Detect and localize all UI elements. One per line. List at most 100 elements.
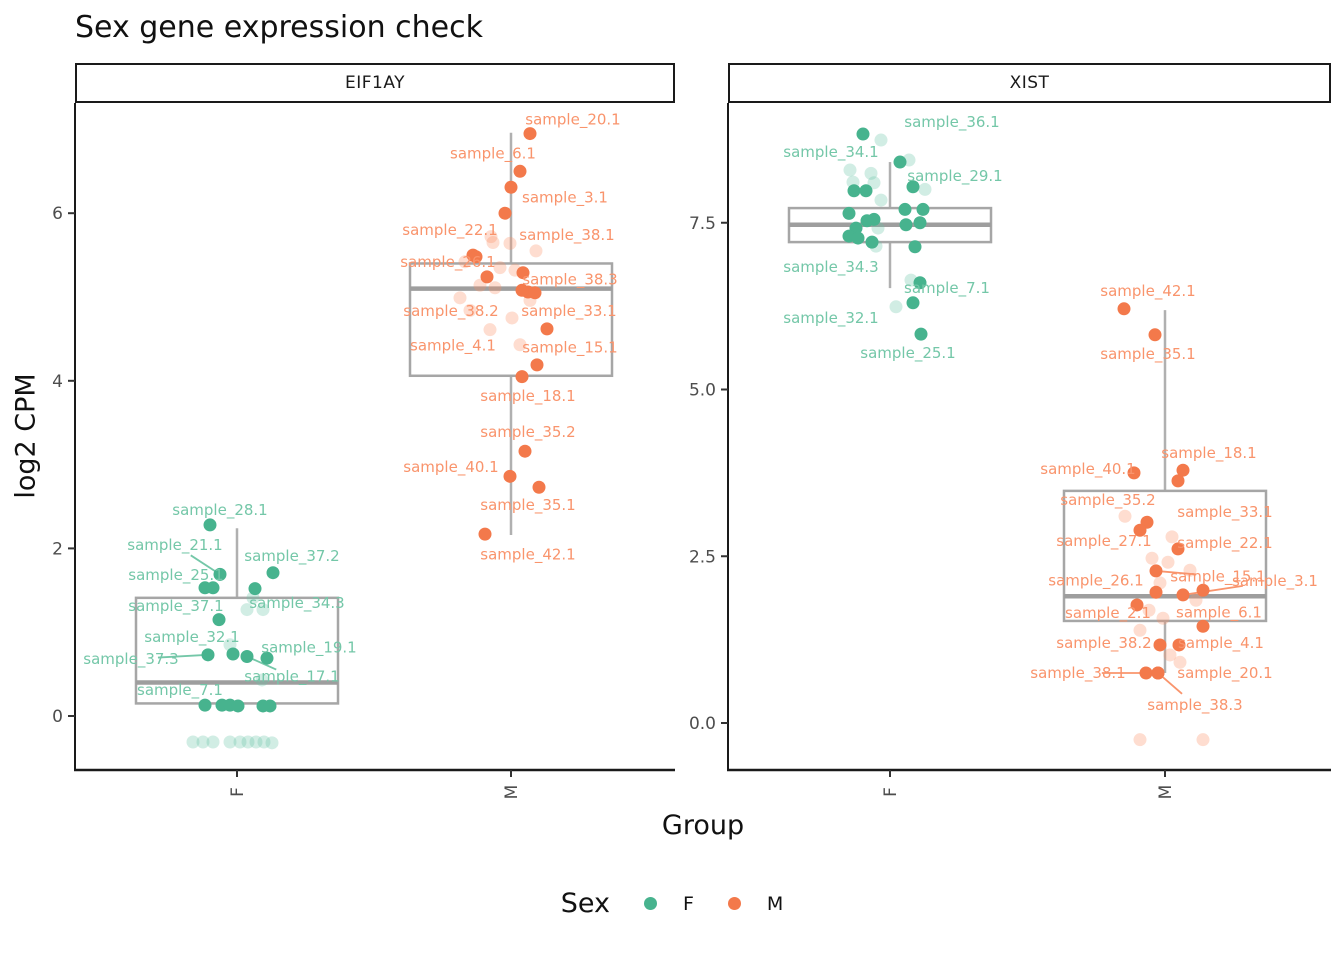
box [1062,489,1268,623]
sample-label: sample_4.1 [410,337,496,356]
data-point-faint [186,735,200,749]
data-point [513,164,527,178]
sample-label: sample_25.1 [860,344,955,363]
data-point-faint [1133,733,1147,747]
data-point [203,518,217,532]
data-point-faint [484,230,498,244]
sample-label: sample_18.1 [480,387,575,406]
y-tick-label: 7.5 [689,214,716,234]
data-point-faint [240,603,254,617]
sample-label: sample_29.1 [907,167,1002,186]
data-point [913,276,927,290]
sample-label: sample_36.1 [904,113,999,132]
data-point-faint [493,261,507,275]
label-segment [157,653,209,659]
data-point [528,286,542,300]
data-point [913,216,927,230]
sample-label: sample_37.1 [128,597,223,616]
sample-label: sample_15.1 [1170,567,1265,586]
sample-label: sample_7.1 [904,279,990,298]
data-point [1130,598,1144,612]
sample-label: sample_3.1 [1232,572,1318,591]
sample-label: sample_40.1 [403,458,498,477]
y-tick-label: 2.5 [689,547,716,567]
data-point [226,647,240,661]
sample-label: sample_20.1 [525,110,620,129]
x-tick-label: F [881,787,901,797]
sample-label: sample_26.1 [400,253,495,272]
data-point [1139,666,1153,680]
data-point [1117,302,1131,316]
sample-label: sample_38.2 [1056,634,1151,653]
data-point [860,214,874,228]
data-point-faint [1142,603,1156,617]
data-point [515,370,529,384]
data-point [1176,588,1190,602]
data-point-faint [453,291,467,305]
sample-label: sample_33.1 [521,302,616,321]
data-point-faint [1161,555,1175,569]
data-point-faint [223,735,237,749]
sample-label: sample_35.1 [1100,345,1195,364]
data-point-faint [1133,623,1147,637]
sample-label: sample_6.1 [450,145,536,164]
data-point-faint [1165,530,1179,544]
data-point-faint [1196,733,1210,747]
data-point [248,582,262,596]
data-point [469,250,483,264]
sample-label: sample_38.1 [519,226,614,245]
data-point [260,651,274,665]
facet-strip-xist: XIST [728,63,1331,103]
sample-label: sample_6.1 [1176,603,1262,622]
data-point [851,231,865,245]
data-point [213,567,227,581]
label-segment [1182,584,1243,596]
data-point [1196,583,1210,597]
data-point [266,566,280,580]
data-point-faint [256,603,270,617]
sample-label: sample_40.1 [1040,460,1135,479]
data-point-faint [265,736,279,750]
data-point [1176,463,1190,477]
data-point-faint [1189,593,1203,607]
data-point [1196,619,1210,633]
data-point [523,127,537,141]
legend-entry-f: F [643,893,694,915]
data-point [1148,328,1162,342]
data-point-faint [486,236,500,250]
data-point-faint [503,236,517,250]
data-point-faint [255,673,269,687]
data-point [1171,474,1185,488]
sample-label: sample_18.1 [1161,444,1256,463]
data-point-faint [196,735,210,749]
y-tick-label: 0.0 [689,714,716,734]
sample-label: sample_42.1 [1100,282,1195,301]
data-point-faint [241,735,255,749]
data-point-faint [463,303,477,317]
data-point [1171,542,1185,556]
data-point [212,613,226,627]
data-point [899,218,913,232]
legend-dot-f-icon [643,897,657,910]
sample-label: sample_38.3 [522,270,617,289]
data-point-faint [1173,655,1187,669]
sample-label: sample_17.1 [244,668,339,687]
data-point [856,127,870,141]
data-point [530,358,544,372]
data-point-faint [889,300,903,314]
sample-label: sample_35.2 [1060,491,1155,510]
data-point-faint [864,166,878,180]
data-point-faint [1145,551,1159,565]
sample-label: sample_28.1 [172,501,267,520]
data-point-faint [874,133,888,147]
sample-label: sample_27.1 [1056,532,1151,551]
data-point [906,180,920,194]
data-point [1149,585,1163,599]
data-point [480,270,494,284]
facet-strip-label: XIST [1009,73,1050,93]
data-point-faint [249,735,263,749]
data-point-faint [233,735,247,749]
data-point [240,650,254,664]
sample-label: sample_38.1 [1030,664,1125,683]
data-point [1149,564,1163,578]
